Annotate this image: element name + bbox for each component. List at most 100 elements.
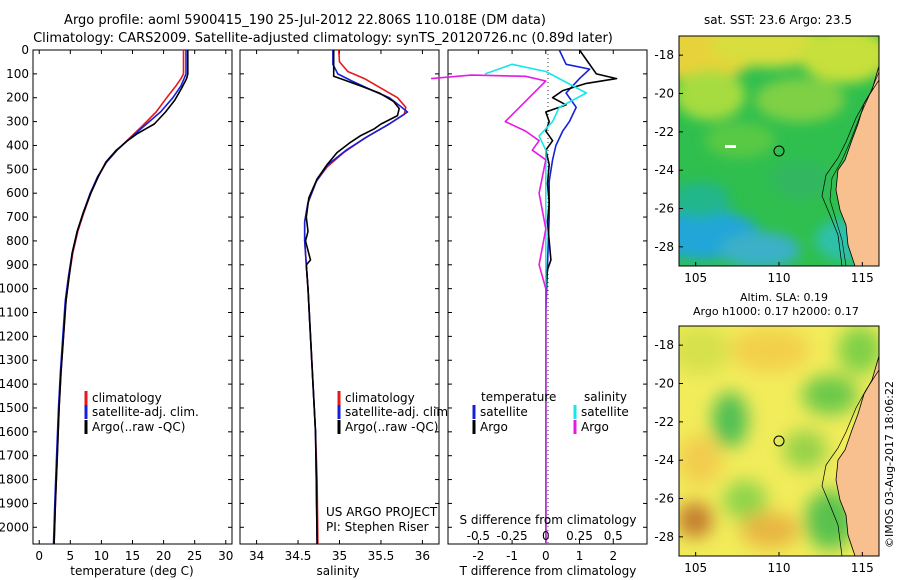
depth-tick-label: 200 — [6, 91, 29, 105]
sla-map-field — [679, 326, 879, 556]
x-tick-label: 15 — [125, 549, 140, 563]
depth-tick-label: 1900 — [0, 496, 29, 510]
coastline-land — [835, 355, 879, 556]
sst-map-title: sat. SST: 23.6 Argo: 23.5 — [704, 13, 852, 27]
argo-location-marker — [773, 145, 785, 157]
top-tick-label: 0 — [542, 529, 550, 543]
lon-tick-label: 105 — [684, 271, 707, 285]
x-tick-label: 35.5 — [368, 549, 395, 563]
sst-map-ticks: 105 110 115 -18 -20 -22 -24 -26 -28 — [654, 48, 873, 285]
lon-tick-label: 105 — [684, 561, 707, 575]
legend-temperature-title: temperature — [481, 390, 556, 404]
x-tick-label: 35 — [332, 549, 347, 563]
depth-tick-label: 300 — [6, 115, 29, 129]
top-tick-label: 0.5 — [604, 529, 623, 543]
lon-tick-label: 110 — [768, 561, 791, 575]
argo-location-marker — [773, 435, 785, 447]
legend-climatology-label: climatology — [92, 391, 162, 405]
salinity-depth-ticks — [240, 49, 439, 528]
x-tick-label: 36 — [415, 549, 430, 563]
depth-tick-label: 1300 — [0, 353, 29, 367]
figure-title-line2: Climatology: CARS2009. Satellite-adjuste… — [33, 31, 613, 46]
lat-tick-label: -24 — [654, 163, 674, 177]
series-line-3 — [431, 74, 547, 544]
temperature-series — [52, 50, 189, 545]
salinity-axis-ticks: 34 34.5 35 35.5 36 — [249, 50, 430, 563]
difference-series — [431, 49, 618, 544]
pi-annotation: PI: Stephen Riser — [326, 520, 429, 534]
x-tick-label: 5 — [66, 549, 74, 563]
salinity-difference-axis-label: S difference from climatology — [460, 513, 637, 527]
x-tick-label: -1 — [506, 549, 518, 563]
x-tick-label: 0 — [35, 549, 43, 563]
temperature-axis-label: temperature (deg C) — [70, 564, 193, 578]
temperature-difference-axis-label: T difference from climatology — [459, 564, 637, 578]
figure-title-line1: Argo profile: aoml 5900415_190 25-Jul-20… — [64, 13, 546, 28]
x-tick-label: 20 — [156, 549, 171, 563]
x-tick-label: 34 — [249, 549, 264, 563]
depth-tick-label: 1000 — [0, 282, 29, 296]
lat-tick-label: -22 — [654, 125, 674, 139]
legend-temp-argo-label: Argo — [480, 420, 508, 434]
isobath-contour — [821, 369, 879, 556]
temperature-plot-frame — [32, 49, 233, 545]
difference-panel: -2 -1 0 1 2 temperature salinity satellite A… — [431, 49, 648, 578]
x-tick-label: 1 — [576, 549, 584, 563]
salinity-plot-frame — [239, 49, 440, 545]
legend-climatology-label: climatology — [345, 391, 415, 405]
sst-marker-dash — [725, 145, 736, 148]
project-annotation: US ARGO PROJECT — [326, 505, 438, 519]
x-tick-label: 34.5 — [285, 549, 312, 563]
lat-tick-label: -20 — [654, 377, 674, 391]
temperature-axis-ticks: 0 5 10 15 20 25 30 — [35, 50, 233, 563]
legend-sal-satellite-label: satellite — [581, 405, 629, 419]
sst-map-field — [679, 36, 879, 266]
sla-map-ticks: 105 110 115 -18 -20 -22 -24 -26 -28 — [654, 338, 873, 575]
legend-argo-label: Argo(..raw -QC) — [345, 420, 438, 434]
lon-tick-label: 110 — [768, 271, 791, 285]
lat-tick-label: -22 — [654, 415, 674, 429]
temperature-panel: 0100200300400500600700800900100011001200… — [0, 43, 233, 578]
sst-map-panel: sat. SST: 23.6 Argo: 23.5 — [654, 13, 880, 285]
x-tick-label: 2 — [609, 549, 617, 563]
depth-tick-label: 1200 — [0, 329, 29, 343]
legend-temp-satellite-label: satellite — [480, 405, 528, 419]
depth-tick-label: 800 — [6, 234, 29, 248]
legend-sal-argo-label: Argo — [581, 420, 609, 434]
depth-tick-label: 2000 — [0, 520, 29, 534]
top-tick-label: -0.5 — [467, 529, 490, 543]
depth-tick-label: 1600 — [0, 425, 29, 439]
depth-tick-label: 0 — [21, 43, 29, 57]
depth-tick-label: 600 — [6, 186, 29, 200]
sla-map-title-line1: Altim. SLA: 0.19 — [740, 291, 828, 304]
sla-map-title-line2: Argo h1000: 0.17 h2000: 0.17 — [693, 305, 859, 318]
lon-tick-label: 115 — [851, 561, 874, 575]
legend-satellite-label: satellite-adj. clim. — [92, 405, 199, 419]
x-tick-label: 0 — [542, 549, 550, 563]
credit-stamp: ©IMOS 03-Aug-2017 18:06:22 — [883, 381, 896, 548]
top-tick-label: 0.25 — [566, 529, 593, 543]
top-tick-label: -0.25 — [497, 529, 528, 543]
coastline-land — [835, 65, 879, 266]
lat-tick-label: -24 — [654, 453, 674, 467]
salinity-legend: climatology satellite-adj. clim. Argo(..… — [337, 391, 452, 434]
lat-tick-label: -28 — [654, 530, 674, 544]
depth-tick-label: 700 — [6, 210, 29, 224]
lat-tick-label: -18 — [654, 48, 674, 62]
depth-axis-ticks: 0 100 200 300 400 500 600 700 800 900 1000 1100 1200… — [0, 43, 232, 534]
salinity-series — [303, 49, 409, 545]
depth-tick-label: 1800 — [0, 473, 29, 487]
x-tick-label: -2 — [472, 549, 484, 563]
difference-depth-ticks — [448, 49, 647, 528]
lat-tick-label: -26 — [654, 202, 674, 216]
depth-tick-label: 1500 — [0, 401, 29, 415]
x-tick-label: 25 — [187, 549, 202, 563]
sla-map-panel: Altim. SLA: 0.19 Argo h1000: 0.17 h2000:… — [654, 291, 880, 575]
legend-argo-label: Argo(..raw -QC) — [92, 420, 185, 434]
depth-tick-label: 400 — [6, 138, 29, 152]
legend-satellite-label: satellite-adj. clim. — [345, 405, 452, 419]
difference-legend: temperature salinity satellite Argo sate… — [472, 390, 629, 434]
isobath-contour — [821, 79, 879, 266]
lat-tick-label: -18 — [654, 338, 674, 352]
